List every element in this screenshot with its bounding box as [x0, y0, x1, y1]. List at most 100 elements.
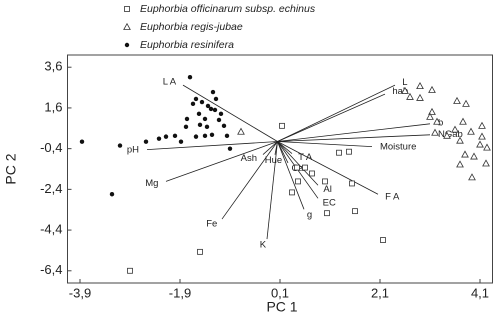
point [295, 178, 301, 185]
x-tick-label: 2,1 [371, 285, 389, 300]
loading-vector [277, 141, 379, 195]
point [218, 111, 224, 117]
point [209, 132, 215, 137]
x-tick-label: 4,1 [471, 285, 489, 300]
point [426, 112, 434, 120]
point [143, 139, 149, 144]
point [109, 192, 115, 197]
vector-label: L A [163, 77, 177, 88]
vector-label: L [402, 77, 407, 88]
point [187, 74, 193, 80]
legend-marker [124, 42, 130, 48]
point [172, 133, 178, 139]
point [79, 139, 85, 144]
point [476, 140, 484, 148]
loading-vector [165, 141, 278, 182]
point [406, 92, 414, 100]
point [456, 136, 464, 144]
point [453, 96, 461, 104]
point [289, 189, 295, 196]
loading-vector [221, 141, 278, 220]
loading-vector [146, 141, 278, 151]
point [433, 117, 441, 125]
point [294, 164, 300, 171]
loading-vector [266, 141, 278, 240]
point [227, 146, 233, 151]
loading-vector [182, 84, 278, 142]
point [443, 131, 451, 139]
point [208, 106, 214, 112]
point [178, 139, 184, 144]
point [309, 170, 315, 177]
legend-label: Euphorbia regis-jubae [140, 21, 243, 33]
vector-label: Moisture [380, 141, 416, 152]
vector-label: F A [385, 192, 400, 203]
point [204, 124, 210, 130]
legend-marker [124, 6, 130, 12]
y-tick-label: -0,4 [40, 140, 62, 155]
x-tick-label: 0,1 [271, 285, 289, 300]
point [459, 117, 467, 125]
point [451, 125, 459, 133]
point [401, 86, 409, 94]
point [336, 149, 342, 156]
point [483, 143, 491, 151]
point [221, 123, 227, 129]
vector-label: T A [298, 152, 313, 163]
loading-vector [277, 141, 305, 210]
vector-label: Mg [145, 178, 158, 189]
point [205, 103, 211, 109]
vector-label: Fe [206, 218, 217, 229]
loading-vector [277, 134, 431, 142]
point [212, 107, 218, 113]
vector-label: b [438, 118, 443, 129]
point [456, 160, 464, 168]
x-tick-label: -1,9 [169, 285, 191, 300]
point [470, 152, 478, 160]
y-tick-label: -6,4 [40, 262, 62, 277]
loading-vector [277, 123, 431, 142]
point [380, 237, 386, 243]
point [428, 85, 436, 93]
point [416, 82, 424, 90]
point [346, 148, 352, 155]
point [478, 132, 486, 140]
point [202, 116, 208, 122]
loading-vector [277, 93, 386, 142]
point [210, 89, 216, 95]
loading-vector [262, 141, 278, 155]
point [190, 101, 196, 107]
point [197, 122, 203, 128]
point [279, 122, 285, 129]
point [117, 143, 123, 148]
legend-label: Euphorbia resinifera [140, 39, 234, 51]
point [428, 107, 436, 115]
point [193, 96, 199, 102]
loading-vector [277, 84, 396, 142]
vector-label: NGab [438, 129, 463, 140]
point [352, 208, 358, 215]
point [197, 248, 203, 255]
vector-label: Hue [265, 155, 282, 166]
vector-label: hab [392, 86, 408, 97]
point [237, 127, 245, 135]
point [461, 150, 469, 158]
point [199, 99, 205, 105]
point [468, 173, 476, 181]
point [478, 121, 486, 129]
plot-frame [67, 54, 493, 284]
point [224, 133, 230, 139]
loading-vector [274, 141, 278, 155]
point [302, 164, 308, 171]
x-axis-title: PC 1 [266, 299, 297, 315]
point [184, 116, 190, 122]
point [196, 111, 202, 117]
point [213, 96, 219, 102]
y-tick-label: 3,6 [44, 59, 62, 74]
legend-label: Euphorbia officinarum subsp. echinus [140, 3, 316, 15]
point [431, 128, 439, 136]
legend-marker [123, 22, 131, 30]
vector-label: pH [127, 145, 139, 156]
point [183, 124, 189, 130]
